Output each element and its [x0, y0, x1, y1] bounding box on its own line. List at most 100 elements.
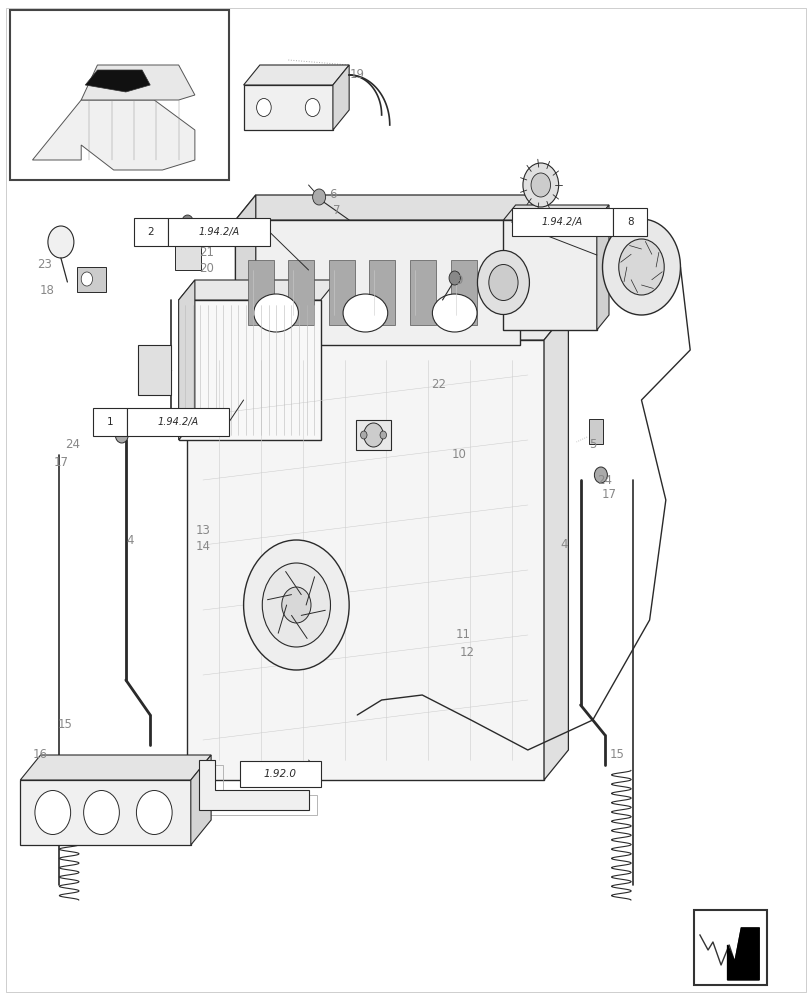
Bar: [612, 208, 646, 236]
Bar: [134, 218, 168, 246]
Circle shape: [243, 540, 349, 670]
Text: 18: 18: [40, 284, 54, 296]
Circle shape: [363, 423, 383, 447]
Polygon shape: [199, 760, 308, 810]
Polygon shape: [543, 310, 568, 780]
Polygon shape: [20, 755, 211, 780]
Circle shape: [488, 264, 517, 300]
Bar: [355, 420, 391, 450]
Bar: [127, 408, 229, 436]
Bar: [187, 340, 543, 780]
Text: 1: 1: [107, 417, 114, 427]
Polygon shape: [235, 195, 255, 345]
Circle shape: [35, 790, 71, 834]
Circle shape: [360, 431, 367, 439]
Polygon shape: [187, 310, 568, 340]
Bar: [693, 910, 766, 985]
Text: 1.94.2/A: 1.94.2/A: [157, 417, 199, 427]
Bar: [174, 242, 200, 270]
Text: 8: 8: [626, 217, 633, 227]
Ellipse shape: [253, 294, 298, 332]
Bar: [369, 260, 395, 325]
Text: 24: 24: [597, 474, 611, 487]
Circle shape: [618, 239, 663, 295]
Circle shape: [48, 226, 74, 258]
Text: 24: 24: [66, 438, 80, 452]
Circle shape: [84, 790, 119, 834]
Text: 2: 2: [148, 227, 154, 237]
Text: 12: 12: [459, 646, 474, 658]
Text: 7: 7: [333, 204, 341, 217]
Text: 11: 11: [455, 629, 470, 642]
Bar: [511, 208, 612, 236]
Polygon shape: [235, 195, 539, 220]
Ellipse shape: [431, 294, 477, 332]
Bar: [243, 85, 333, 130]
Bar: [138, 345, 170, 395]
Text: 1.92.0: 1.92.0: [264, 769, 296, 779]
Text: 13: 13: [195, 524, 210, 536]
Bar: [178, 300, 320, 440]
Text: 9: 9: [454, 273, 462, 286]
Text: 4: 4: [560, 538, 568, 552]
Bar: [20, 780, 191, 845]
Bar: [93, 408, 127, 436]
Polygon shape: [503, 205, 608, 220]
Ellipse shape: [342, 294, 387, 332]
Circle shape: [256, 99, 271, 116]
Bar: [168, 218, 269, 246]
Text: 4: 4: [126, 534, 134, 546]
Text: 6: 6: [328, 188, 337, 202]
Circle shape: [182, 215, 193, 229]
Bar: [247, 260, 273, 325]
Polygon shape: [333, 65, 349, 130]
Bar: [410, 260, 436, 325]
Circle shape: [312, 189, 325, 205]
Text: 15: 15: [58, 718, 72, 732]
Text: 15: 15: [609, 748, 624, 762]
Polygon shape: [243, 65, 349, 85]
Bar: [77, 267, 105, 292]
Bar: [288, 260, 314, 325]
Circle shape: [602, 219, 680, 315]
Bar: [328, 260, 354, 325]
Circle shape: [281, 587, 311, 623]
Text: 19: 19: [350, 68, 364, 82]
Circle shape: [594, 467, 607, 483]
Bar: [235, 220, 519, 345]
Text: 20: 20: [200, 261, 214, 274]
Polygon shape: [727, 928, 758, 980]
Circle shape: [136, 790, 172, 834]
Text: 1.94.2/A: 1.94.2/A: [541, 217, 582, 227]
Circle shape: [305, 99, 320, 116]
Polygon shape: [178, 280, 337, 300]
Polygon shape: [178, 280, 195, 440]
Bar: [450, 260, 476, 325]
Text: 10: 10: [451, 448, 466, 462]
Text: 16: 16: [33, 748, 48, 762]
Text: 14: 14: [195, 540, 210, 554]
Text: 23: 23: [37, 258, 52, 271]
Circle shape: [262, 563, 330, 647]
Bar: [503, 220, 596, 330]
Text: 17: 17: [54, 456, 68, 468]
Circle shape: [448, 271, 460, 285]
Circle shape: [530, 173, 550, 197]
Bar: [239, 761, 320, 787]
Text: 22: 22: [431, 378, 445, 391]
Text: 21: 21: [200, 245, 214, 258]
Text: 17: 17: [601, 488, 616, 502]
Text: 1.94.2/A: 1.94.2/A: [198, 227, 239, 237]
Circle shape: [477, 250, 529, 314]
Polygon shape: [191, 755, 211, 845]
Text: 5: 5: [588, 438, 596, 452]
Bar: [10, 10, 229, 180]
Circle shape: [81, 272, 92, 286]
Circle shape: [522, 163, 558, 207]
Circle shape: [115, 427, 128, 443]
Polygon shape: [596, 205, 608, 330]
Polygon shape: [81, 65, 195, 100]
Bar: [588, 419, 603, 444]
Polygon shape: [32, 100, 195, 170]
Polygon shape: [85, 70, 150, 92]
